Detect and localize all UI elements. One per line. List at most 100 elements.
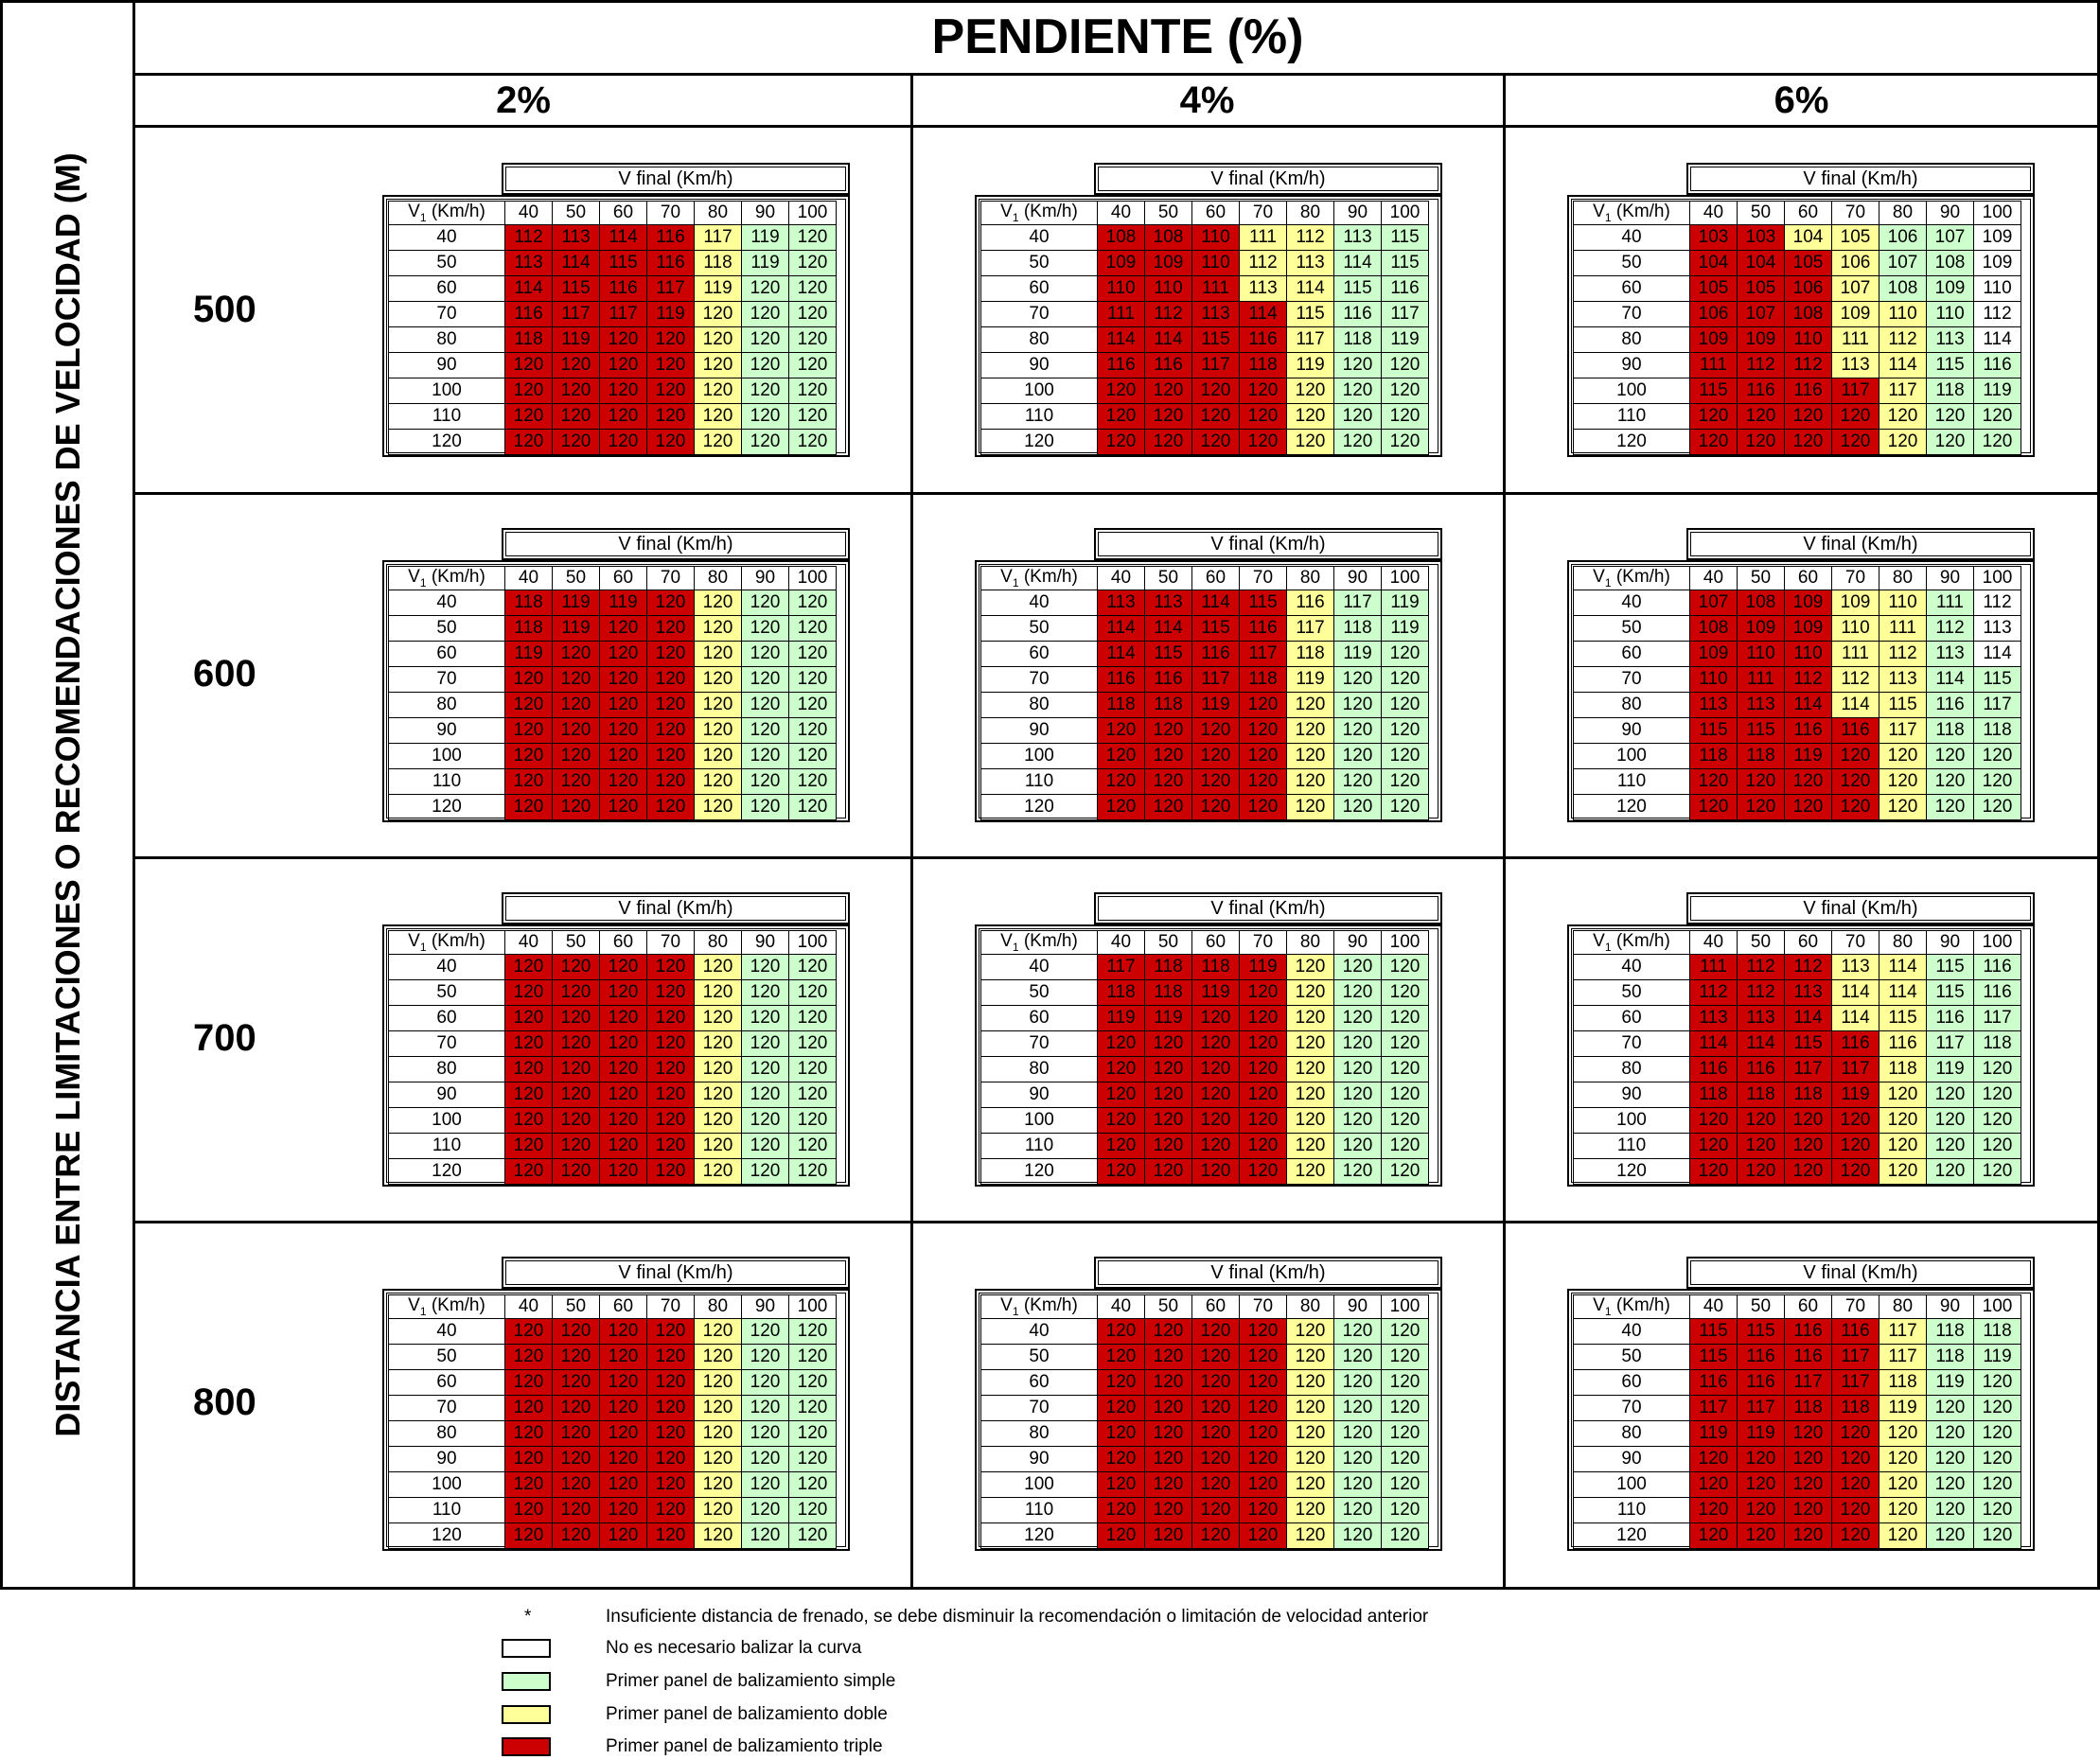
legend-swatch-white <box>502 1639 551 1658</box>
table-cell: 114 <box>1097 326 1145 353</box>
table-cell: 120 <box>1144 717 1192 744</box>
table-cell: 120 <box>599 1005 647 1031</box>
table-row: 110 120 120 120 120 120 120 120 <box>388 1497 837 1523</box>
table-cell: 120 <box>694 590 742 616</box>
table-cell: 120 <box>504 403 553 430</box>
table-cell: 120 <box>1191 1522 1240 1549</box>
column-header: 70 <box>1239 930 1287 955</box>
table-cell: 116 <box>1737 378 1785 404</box>
table-cell: 120 <box>552 1082 600 1108</box>
table-cell: 120 <box>694 1420 742 1447</box>
table-cell: 120 <box>694 666 742 693</box>
table-row: 60 114 115 116 117 118 119 120 <box>980 641 1429 667</box>
column-header: 40 <box>1097 566 1145 590</box>
table-cell: 120 <box>1191 1056 1240 1082</box>
table-cell: 120 <box>741 1497 789 1523</box>
table-cell: 112 <box>1286 224 1334 251</box>
table-row: 90 120 120 120 120 120 120 120 <box>1573 1446 2021 1472</box>
table-cell: 120 <box>1879 743 1927 769</box>
row-header: 50 <box>388 1344 505 1370</box>
table-cell: 120 <box>504 1056 553 1082</box>
table-row: 120 120 120 120 120 120 120 120 <box>980 1158 1429 1185</box>
table-cell: 120 <box>1286 378 1334 404</box>
table-cell: 120 <box>1973 1395 2021 1421</box>
table-cell: 116 <box>1144 666 1192 693</box>
table-cell: 120 <box>1737 768 1785 795</box>
table-cell: 120 <box>1239 979 1287 1006</box>
table-cell: 119 <box>504 641 553 667</box>
table-cell: 117 <box>1191 352 1240 378</box>
table-cell: 120 <box>1879 1446 1927 1472</box>
v1-header: V1 (Km/h) <box>1573 1294 1690 1319</box>
row-header: 50 <box>1573 250 1690 276</box>
row-header: 50 <box>388 615 505 642</box>
table-cell: 108 <box>1879 275 1927 302</box>
column-header: 40 <box>1689 566 1738 590</box>
table-cell: 113 <box>1239 275 1287 302</box>
table-cell: 120 <box>694 1030 742 1057</box>
v1-header-label: V <box>1593 1295 1605 1316</box>
table-cell: 109 <box>1689 326 1738 353</box>
table-row: 80 120 120 120 120 120 120 120 <box>388 1420 837 1447</box>
row-header: 110 <box>388 1497 505 1523</box>
table-cell: 120 <box>1097 1497 1145 1523</box>
table-cell: 118 <box>1097 979 1145 1006</box>
row-header: 90 <box>980 352 1098 378</box>
table-cell: 118 <box>1784 1082 1832 1108</box>
row-header: 110 <box>1573 1133 1690 1159</box>
table-cell: 120 <box>1381 1056 1429 1082</box>
row-header: 120 <box>388 1158 505 1185</box>
table-cell: 118 <box>1831 1395 1879 1421</box>
table-row: 110 120 120 120 120 120 120 120 <box>388 768 837 795</box>
table-cell: 116 <box>1191 641 1240 667</box>
table-cell: 120 <box>552 352 600 378</box>
row-header: 40 <box>1573 590 1690 616</box>
row-header: 50 <box>1573 615 1690 642</box>
table-row: 110 120 120 120 120 120 120 120 <box>980 768 1429 795</box>
table-cell: 105 <box>1831 224 1879 251</box>
column-header: 100 <box>788 201 837 225</box>
table-cell: 120 <box>504 666 553 693</box>
table-cell: 120 <box>599 615 647 642</box>
table-cell: 120 <box>1286 1158 1334 1185</box>
table-cell: 120 <box>694 954 742 980</box>
v1-header: V1 (Km/h) <box>1573 930 1690 955</box>
table-cell: 119 <box>1381 590 1429 616</box>
column-header: 70 <box>1239 201 1287 225</box>
table-cell: 120 <box>599 954 647 980</box>
table-cell: 120 <box>788 692 837 718</box>
row-header: 50 <box>980 1344 1098 1370</box>
table-cell: 120 <box>1973 1082 2021 1108</box>
table-row: 60 120 120 120 120 120 120 120 <box>980 1369 1429 1396</box>
row-header: 120 <box>1573 794 1690 820</box>
table-cell: 120 <box>1689 1446 1738 1472</box>
table-cell: 119 <box>552 326 600 353</box>
column-header: 50 <box>552 566 600 590</box>
table-cell: 120 <box>1239 378 1287 404</box>
table-cell: 120 <box>694 1082 742 1108</box>
table-cell: 110 <box>1879 590 1927 616</box>
column-header: 40 <box>1097 930 1145 955</box>
table-cell: 120 <box>1239 1107 1287 1134</box>
table-row: 40 108 108 110 111 112 113 115 <box>980 224 1429 251</box>
table-cell: 120 <box>1737 1446 1785 1472</box>
table-cell: 120 <box>1973 429 2021 455</box>
table-cell: 117 <box>694 224 742 251</box>
row-header: 40 <box>980 1318 1098 1345</box>
column-header: 90 <box>1333 930 1382 955</box>
table-cell: 117 <box>1831 378 1879 404</box>
table-row: 120 120 120 120 120 120 120 120 <box>980 794 1429 820</box>
table-cell: 114 <box>1879 352 1927 378</box>
table-cell: 116 <box>1926 692 1974 718</box>
row-header: 120 <box>1573 1158 1690 1185</box>
table-cell: 115 <box>1381 250 1429 276</box>
table-cell: 120 <box>1191 1369 1240 1396</box>
table-cell: 120 <box>599 1030 647 1057</box>
table-row: 100 120 120 120 120 120 120 120 <box>1573 1107 2021 1134</box>
table-cell: 120 <box>694 1158 742 1185</box>
column-header: 70 <box>1239 1294 1287 1319</box>
table-cell: 120 <box>694 429 742 455</box>
row-header: 100 <box>388 1471 505 1498</box>
table-cell: 120 <box>1831 1133 1879 1159</box>
table-cell: 120 <box>504 1420 553 1447</box>
